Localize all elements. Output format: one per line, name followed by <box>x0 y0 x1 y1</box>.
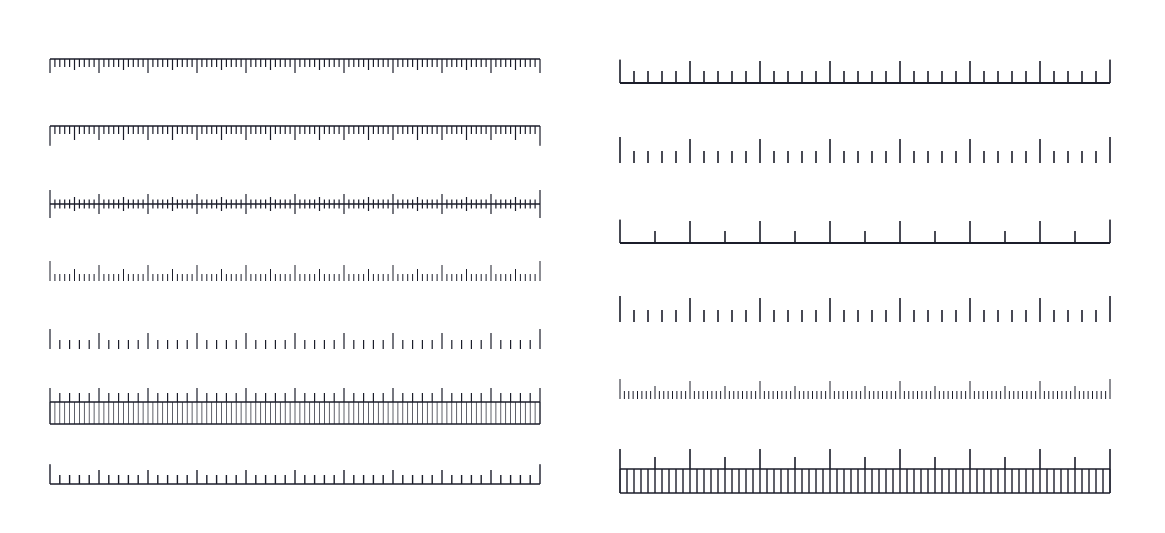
ruler-column-left <box>50 50 545 493</box>
ruler-L7 <box>50 462 540 484</box>
ruler-R1 <box>620 57 1110 83</box>
ruler-R5 <box>620 379 1110 399</box>
ruler-L5 <box>50 329 540 349</box>
ruler-R2 <box>620 137 1110 163</box>
ruler-slot-R3 <box>620 210 1115 250</box>
ruler-slot-R4 <box>620 289 1115 329</box>
ruler-L3 <box>50 190 540 218</box>
ruler-slot-L3 <box>50 184 545 224</box>
ruler-slot-L6 <box>50 386 545 426</box>
ruler-slot-L2 <box>50 117 545 157</box>
ruler-column-right <box>620 50 1115 493</box>
ruler-slot-L1 <box>50 50 545 90</box>
ruler-slot-R5 <box>620 369 1115 409</box>
ruler-slot-R6 <box>620 449 1115 493</box>
ruler-slot-R2 <box>620 130 1115 170</box>
ruler-L1 <box>50 59 540 81</box>
ruler-slot-L5 <box>50 319 545 359</box>
ruler-R6 <box>620 449 1110 493</box>
ruler-L6 <box>50 388 540 424</box>
ruler-L2 <box>50 126 540 148</box>
ruler-slot-L4 <box>50 251 545 291</box>
ruler-slot-L7 <box>50 453 545 493</box>
ruler-L4 <box>50 261 540 281</box>
ruler-slot-R1 <box>620 50 1115 90</box>
ruler-R4 <box>620 296 1110 322</box>
ruler-R3 <box>620 217 1110 243</box>
ruler-set-infographic <box>0 0 1165 533</box>
